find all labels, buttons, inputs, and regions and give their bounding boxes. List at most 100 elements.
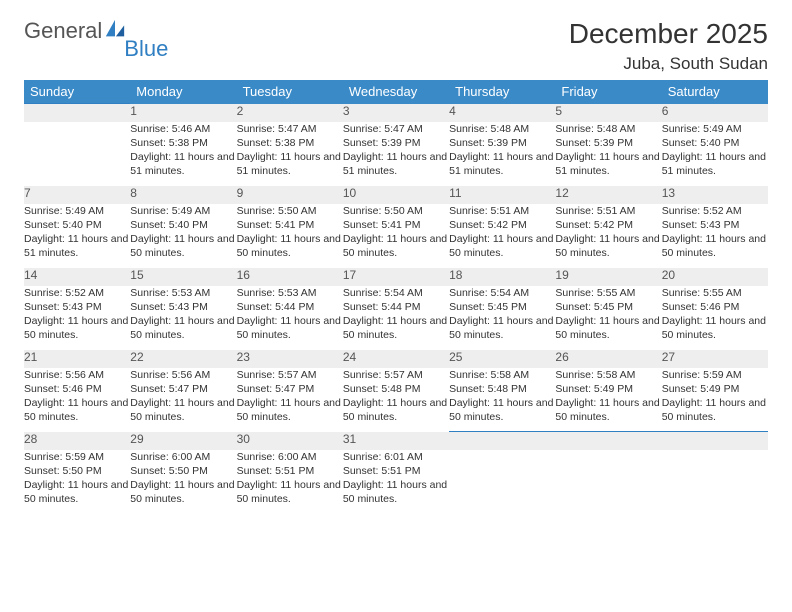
day-number-cell: 4 [449, 104, 555, 122]
day-info-cell: Sunrise: 5:48 AMSunset: 5:39 PMDaylight:… [555, 122, 661, 186]
day-info-cell [662, 450, 768, 514]
daylight-line: Daylight: 11 hours and 51 minutes. [24, 233, 128, 259]
sunset-line: Sunset: 5:43 PM [24, 301, 102, 313]
sunrise-line: Sunrise: 5:56 AM [24, 369, 104, 381]
daylight-line: Daylight: 11 hours and 50 minutes. [555, 315, 659, 341]
sunset-line: Sunset: 5:42 PM [449, 219, 527, 231]
sunset-line: Sunset: 5:39 PM [555, 137, 633, 149]
sunrise-line: Sunrise: 5:50 AM [343, 205, 423, 217]
weekday-header: Monday [130, 80, 236, 104]
day-number-cell: 27 [662, 350, 768, 368]
day-info-cell: Sunrise: 5:46 AMSunset: 5:38 PMDaylight:… [130, 122, 236, 186]
day-number-cell: 23 [237, 350, 343, 368]
day-number-cell: 1 [130, 104, 236, 122]
daylight-line: Daylight: 11 hours and 50 minutes. [449, 397, 553, 423]
day-info-cell: Sunrise: 5:50 AMSunset: 5:41 PMDaylight:… [237, 204, 343, 268]
day-info-cell: Sunrise: 5:54 AMSunset: 5:44 PMDaylight:… [343, 286, 449, 350]
sunrise-line: Sunrise: 5:47 AM [343, 123, 423, 135]
day-number-cell: 30 [237, 432, 343, 450]
sunrise-line: Sunrise: 5:50 AM [237, 205, 317, 217]
daylight-line: Daylight: 11 hours and 50 minutes. [555, 233, 659, 259]
day-info-cell: Sunrise: 5:47 AMSunset: 5:39 PMDaylight:… [343, 122, 449, 186]
day-info-row: Sunrise: 5:56 AM Sunset: 5:46 PM Daylight:… [24, 368, 768, 432]
sunrise-line: Sunrise: 5:57 AM [343, 369, 423, 381]
weekday-header: Saturday [662, 80, 768, 104]
day-info-row: Sunrise: 5:46 AMSunset: 5:38 PMDaylight:… [24, 122, 768, 186]
daylight-line: Daylight: 11 hours and 51 minutes. [662, 151, 766, 177]
day-info-cell: Sunrise: 5:48 AMSunset: 5:39 PMDaylight:… [449, 122, 555, 186]
weekday-header: Friday [555, 80, 661, 104]
day-info-cell: Sunrise: 5:58 AMSunset: 5:49 PMDaylight:… [555, 368, 661, 432]
sunrise-line: Sunrise: 5:54 AM [449, 287, 529, 299]
sunrise-line: Sunrise: 5:51 AM [449, 205, 529, 217]
daylight-line: Daylight: 11 hours and 50 minutes. [237, 315, 341, 341]
day-info-cell: Sunrise: 5:49 AM Sunset: 5:40 PM Daylight:… [662, 122, 768, 186]
day-info-cell: Sunrise: 5:51 AM Sunset: 5:42 PM Daylight:… [449, 204, 555, 268]
sunset-line: Sunset: 5:41 PM [237, 219, 315, 231]
calendar-table: Sunday Monday Tuesday Wednesday Thursday… [24, 80, 768, 514]
day-number-cell: 21 [24, 350, 130, 368]
sunset-line: Sunset: 5:45 PM [555, 301, 633, 313]
sunrise-line: Sunrise: 6:00 AM [237, 451, 317, 463]
sunset-line: Sunset: 5:44 PM [237, 301, 315, 313]
day-info-cell: Sunrise: 5:54 AMSunset: 5:45 PMDaylight:… [449, 286, 555, 350]
sunset-line: Sunset: 5:47 PM [130, 383, 208, 395]
sunset-line: Sunset: 5:51 PM [343, 465, 421, 477]
sunset-line: Sunset: 5:42 PM [555, 219, 633, 231]
day-number-cell [662, 432, 768, 450]
day-number-cell: 12 [555, 186, 661, 204]
day-number-cell [24, 104, 130, 122]
day-number-cell: 16 [237, 268, 343, 286]
day-number-cell: 25 [449, 350, 555, 368]
daylight-line: Daylight: 11 hours and 50 minutes. [662, 397, 766, 423]
day-number-cell: 10 [343, 186, 449, 204]
day-number-cell: 22 [130, 350, 236, 368]
day-number-cell [449, 432, 555, 450]
day-info-cell: Sunrise: 5:57 AMSunset: 5:48 PMDaylight:… [343, 368, 449, 432]
day-number-cell: 6 [662, 104, 768, 122]
day-number-cell: 5 [555, 104, 661, 122]
sunrise-line: Sunrise: 5:57 AM [237, 369, 317, 381]
day-info-cell: Sunrise: 5:55 AMSunset: 5:46 PMDaylight:… [662, 286, 768, 350]
day-info-cell: Sunrise: 5:53 AMSunset: 5:43 PMDaylight:… [130, 286, 236, 350]
sunrise-line: Sunrise: 5:55 AM [555, 287, 635, 299]
day-number-cell: 15 [130, 268, 236, 286]
sunrise-line: Sunrise: 5:59 AM [24, 451, 104, 463]
day-info-cell: Sunrise: 5:57 AMSunset: 5:47 PMDaylight:… [237, 368, 343, 432]
daylight-line: Daylight: 11 hours and 50 minutes. [449, 233, 553, 259]
sunset-line: Sunset: 5:40 PM [662, 137, 740, 149]
sunset-line: Sunset: 5:51 PM [237, 465, 315, 477]
daylight-line: Daylight: 11 hours and 50 minutes. [343, 233, 447, 259]
sunset-line: Sunset: 5:48 PM [449, 383, 527, 395]
day-info-cell: Sunrise: 5:49 AMSunset: 5:40 PMDaylight:… [130, 204, 236, 268]
day-info-cell: Sunrise: 5:51 AMSunset: 5:42 PMDaylight:… [555, 204, 661, 268]
weekday-header: Thursday [449, 80, 555, 104]
day-number-cell: 26 [555, 350, 661, 368]
daylight-line: Daylight: 11 hours and 51 minutes. [237, 151, 341, 177]
sunrise-line: Sunrise: 5:49 AM [662, 123, 742, 135]
daylight-line: Daylight: 11 hours and 50 minutes. [343, 397, 447, 423]
sunset-line: Sunset: 5:41 PM [343, 219, 421, 231]
day-number-cell: 11 [449, 186, 555, 204]
sunset-line: Sunset: 5:40 PM [130, 219, 208, 231]
day-number-cell: 28 [24, 432, 130, 450]
daylight-line: Daylight: 11 hours and 50 minutes. [130, 315, 234, 341]
sunset-line: Sunset: 5:43 PM [662, 219, 740, 231]
month-title: December 2025 [569, 18, 768, 50]
weekday-header: Tuesday [237, 80, 343, 104]
sunrise-line: Sunrise: 5:54 AM [343, 287, 423, 299]
sunset-line: Sunset: 5:38 PM [237, 137, 315, 149]
daylight-line: Daylight: 11 hours and 50 minutes. [24, 315, 128, 341]
day-info-cell: Sunrise: 6:01 AMSunset: 5:51 PMDaylight:… [343, 450, 449, 514]
day-number-row: 14151617181920 [24, 268, 768, 286]
day-info-cell [24, 122, 130, 186]
brand-sail-icon [104, 18, 126, 40]
sunset-line: Sunset: 5:44 PM [343, 301, 421, 313]
daylight-line: Daylight: 11 hours and 50 minutes. [343, 479, 447, 505]
day-number-cell: 29 [130, 432, 236, 450]
sunset-line: Sunset: 5:46 PM [24, 383, 102, 395]
daylight-line: Daylight: 11 hours and 50 minutes. [662, 315, 766, 341]
day-info-cell: Sunrise: 5:59 AMSunset: 5:49 PMDaylight:… [662, 368, 768, 432]
day-info-cell: Sunrise: 6:00 AMSunset: 5:50 PMDaylight:… [130, 450, 236, 514]
day-number-cell: 7 [24, 186, 130, 204]
